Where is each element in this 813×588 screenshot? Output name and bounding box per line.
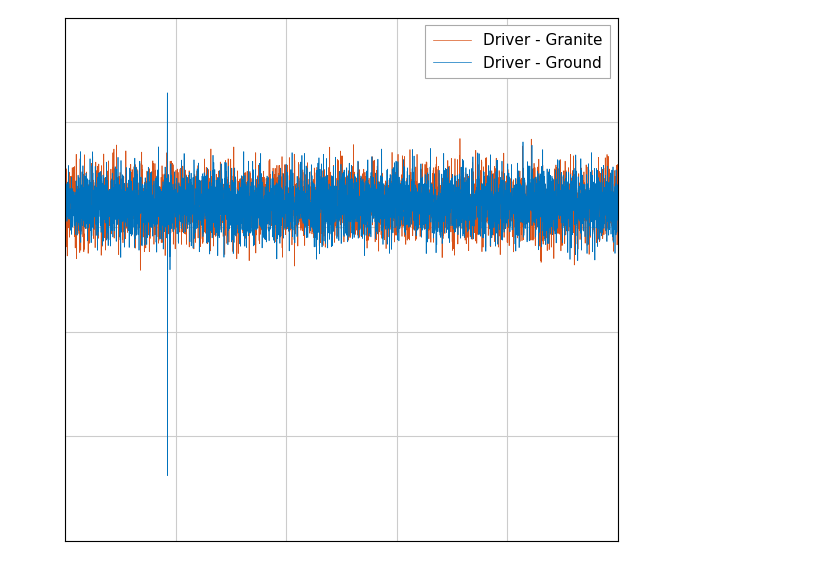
Driver - Ground [272, 191, 281, 198]
Driver - Ground [161, 199, 171, 206]
Driver - Granite [473, 183, 483, 191]
Driver - Granite [613, 204, 623, 211]
Driver - Ground [515, 212, 524, 219]
Driver - Granite [161, 209, 171, 216]
Driver - Granite [272, 175, 281, 182]
Line: Driver - Ground: Driver - Ground [65, 93, 618, 476]
Driver - Ground [613, 216, 623, 223]
Driver - Ground [163, 472, 172, 479]
Legend: Driver - Granite, Driver - Ground: Driver - Granite, Driver - Ground [425, 25, 611, 78]
Driver - Ground [473, 149, 483, 156]
Driver - Ground [60, 195, 70, 202]
Driver - Granite [136, 267, 146, 274]
Driver - Granite [60, 205, 70, 212]
Driver - Ground [420, 183, 429, 191]
Driver - Ground [163, 89, 172, 96]
Driver - Granite [455, 135, 465, 142]
Driver - Granite [515, 211, 524, 218]
Driver - Granite [392, 220, 402, 227]
Driver - Granite [420, 224, 429, 231]
Line: Driver - Granite: Driver - Granite [65, 139, 618, 270]
Driver - Ground [392, 178, 402, 185]
